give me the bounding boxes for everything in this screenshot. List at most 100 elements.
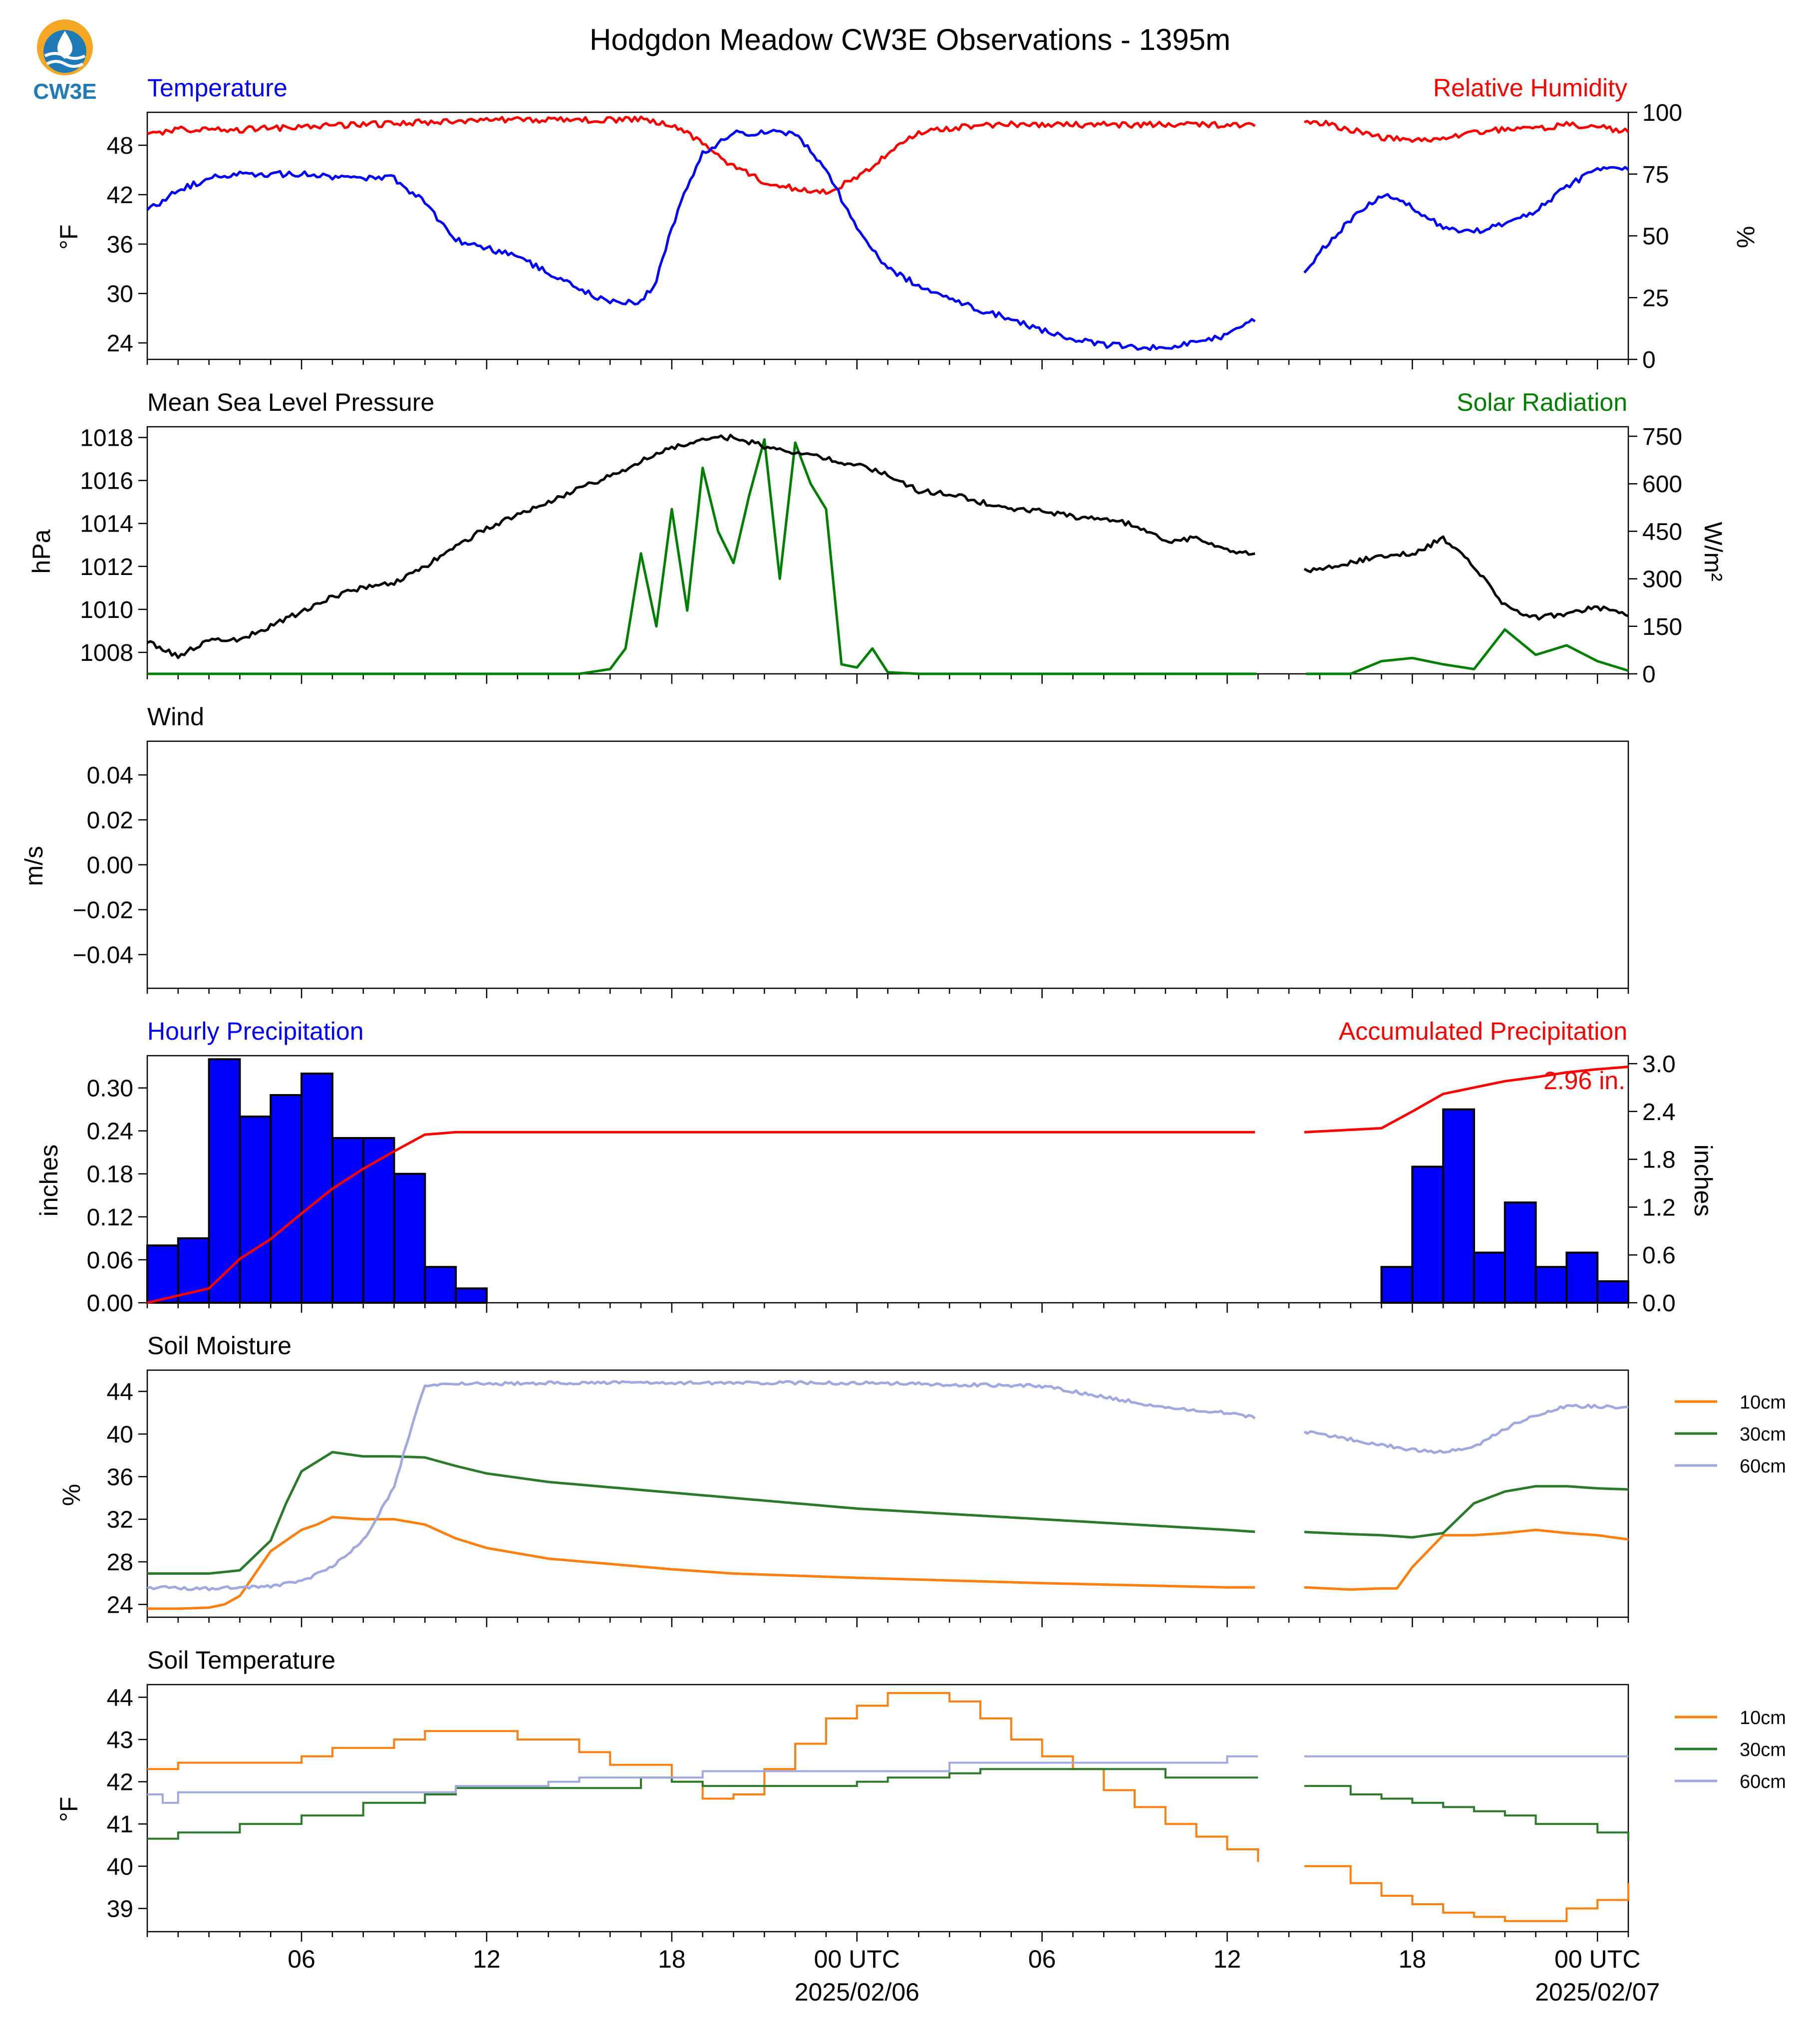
soil-temperature-y-tick-label: 40 [107,1854,133,1880]
precip-ylabel: inches [35,1145,63,1217]
soil-temperature-y-tick-label: 42 [107,1769,133,1796]
humidity-y-tick-label: 100 [1642,100,1682,126]
humidity-series [1304,120,1629,143]
solar-series [1306,628,1629,675]
pressure-title: Mean Sea Level Pressure [147,388,434,416]
x-tick-label: 00 UTC [814,1945,900,1973]
soil-temperature-y-tick-label: 41 [107,1811,133,1838]
legend-10cm: 10cm [1740,1708,1786,1729]
precip-bar [270,1094,303,1304]
soil-temperature-y-tick-label: 43 [107,1727,133,1753]
soil-temperature-title: Soil Temperature [147,1646,335,1674]
legend-30cm: 30cm [1740,1424,1786,1445]
precip-bar [301,1072,333,1304]
pressure-y-tick-label: 1008 [80,640,133,666]
solar-y-tick-label: 450 [1642,519,1682,545]
temperature-y-tick-label: 30 [107,281,133,307]
hourly-precip-title: Hourly Precipitation [147,1017,364,1045]
accum-precip-title: Accumulated Precipitation [1339,1017,1627,1045]
soil-moisture-30cm-series [147,1450,1255,1575]
soil-temperature-legend: 10cm 30cm 60cm [1675,1708,1786,1792]
temperature-y-tick-label: 24 [107,330,133,357]
x-tick-label: 18 [1399,1945,1427,1973]
relative-humidity-title: Relative Humidity [1433,74,1627,102]
x-tick-label: 18 [658,1945,686,1973]
pressure-ylabel: hPa [27,529,55,574]
soil-temperature-ylabel: °F [55,1797,83,1822]
precip-bar [393,1172,426,1304]
pressure-y-tick-label: 1016 [80,468,133,495]
pressure-series [1303,535,1629,621]
accum-precip-series [1304,1065,1629,1134]
precip-bar [1504,1201,1537,1304]
wind-ylabel: m/s [20,846,48,886]
soil-temperature-30cm-series [1304,1785,1629,1841]
soil-temperature-30cm-series [147,1768,1258,1840]
soil-moisture-legend: 10cm 30cm 60cm [1675,1392,1786,1477]
pressure-series [146,434,1255,659]
humidity-y-tick-label: 75 [1642,162,1669,188]
precip-bar [208,1058,241,1304]
temperature-series [146,129,1256,351]
solar-y-tick-label: 750 [1642,424,1682,450]
temperature-y-tick-label: 48 [107,133,133,159]
soil-moisture-10cm-series [1304,1528,1629,1591]
logo-text: CW3E [33,79,96,104]
pressure-y-tick-label: 1012 [80,554,133,580]
legend-60cm: 60cm [1740,1771,1786,1792]
plots-layer: 24 30 36 42 48 0 25 50 75 100 1008 1010 1012 1014 1016… [73,100,1683,2006]
x-date-label: 2025/02/06 [795,1978,919,2006]
accum-precip-y-tick-label: 3.0 [1642,1051,1676,1078]
legend-10cm: 10cm [1740,1392,1786,1413]
temperature-y-tick-label: 42 [107,182,133,209]
soil-moisture-y-tick-label: 36 [107,1464,133,1490]
humidity-y-tick-label: 50 [1642,224,1669,250]
precip-bar [1565,1251,1599,1304]
x-tick-label: 06 [288,1945,315,1973]
soil-moisture-y-tick-label: 32 [107,1507,133,1533]
solar-series [147,438,1257,675]
humidity-ylabel: % [1732,226,1760,248]
figure-title: Hodgdon Meadow CW3E Observations - 1395m [590,23,1230,56]
precip-bar [1534,1266,1568,1304]
solar-ylabel: W/m² [1699,522,1727,581]
precip-bar [1380,1266,1414,1304]
precip-bar [1596,1280,1629,1304]
wind-y-tick-label: 0.00 [87,853,133,879]
solar-y-tick-label: 150 [1642,614,1682,640]
soil-temperature-10cm-series [1304,1865,1629,1922]
temperature-y-tick-label: 36 [107,232,133,258]
accum-precip-y-tick-label: 0.0 [1642,1290,1676,1317]
x-tick-label: 12 [1213,1945,1241,1973]
precip-bar [146,1244,179,1304]
precip-y-tick-label: 0.12 [87,1204,133,1231]
precip-y-tick-label: 0.30 [87,1076,133,1102]
precip-y-tick-label: 0.00 [87,1290,133,1317]
precip-y-tick-label: 0.06 [87,1247,133,1274]
soil-moisture-30cm-series [1304,1485,1629,1539]
precip-bar [331,1137,364,1304]
wind-y-tick-label: −0.04 [73,942,133,969]
soil-temperature-10cm-series [147,1692,1259,1862]
soil-temperature-y-tick-label: 44 [107,1685,133,1711]
soil-moisture-y-tick-label: 28 [107,1549,133,1576]
accum-precip-y-tick-label: 1.8 [1642,1147,1676,1173]
accum-precip-y-tick-label: 1.2 [1642,1194,1676,1221]
humidity-series [147,115,1256,195]
wind-title: Wind [147,703,204,731]
humidity-y-tick-label: 0 [1642,347,1656,373]
precip-bar [1473,1251,1506,1304]
soil-temperature-60cm-series [147,1755,1258,1804]
temperature-series [1303,166,1629,274]
x-tick-label: 00 UTC [1554,1945,1640,1973]
precip-bar [362,1137,395,1304]
accum-precip-ylabel: inches [1689,1145,1717,1217]
pressure-y-tick-label: 1014 [80,511,133,538]
soil-moisture-y-tick-label: 44 [107,1379,133,1406]
legend-60cm: 60cm [1740,1456,1786,1477]
precip-bar [239,1115,272,1304]
wind-y-tick-label: 0.04 [87,763,133,789]
accum-precip-series [147,1131,1255,1304]
temperature-ylabel: °F [55,225,83,250]
